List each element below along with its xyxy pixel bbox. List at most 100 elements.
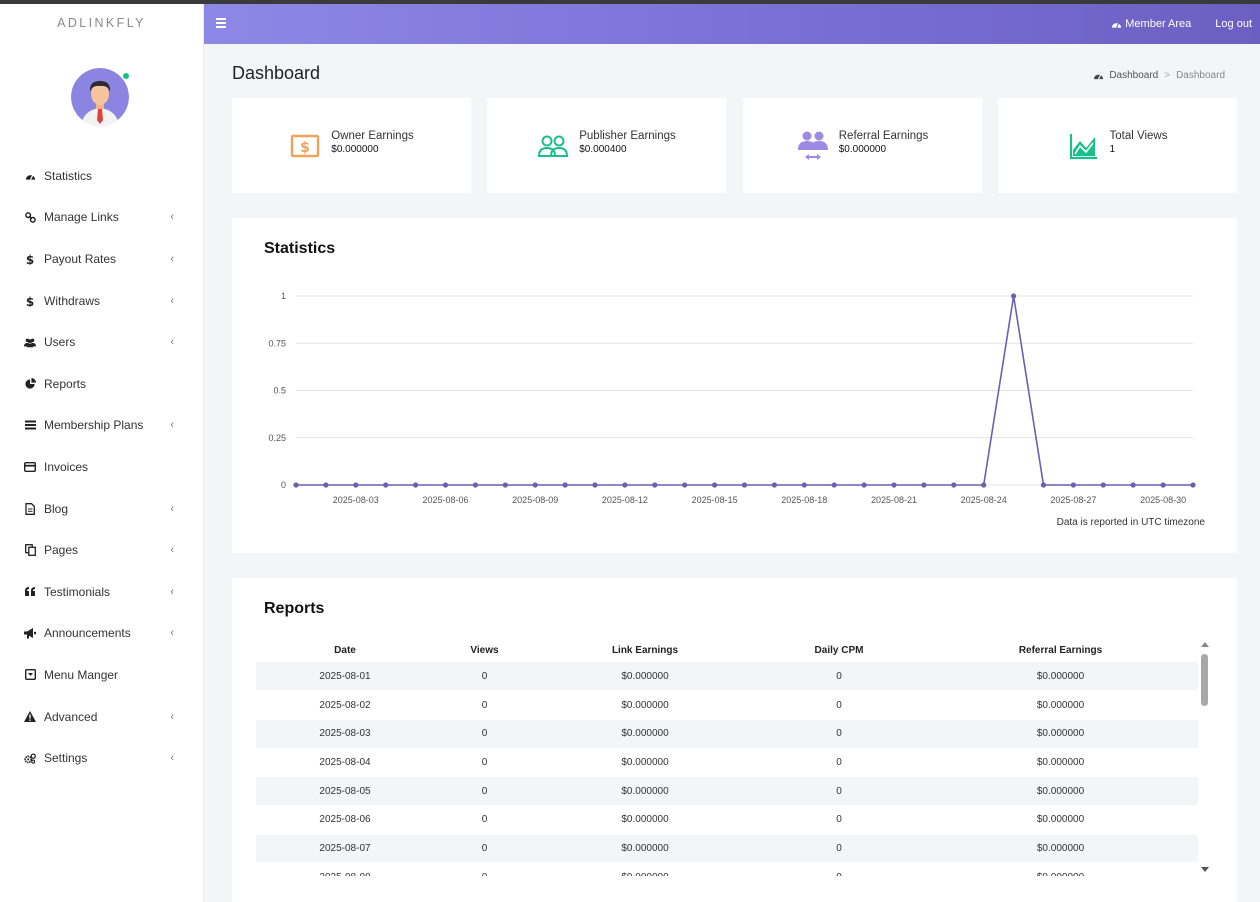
reports-card: Reports Date Views Link Earnings Daily C… bbox=[232, 578, 1237, 902]
stat-label: Referral Earnings bbox=[838, 130, 929, 142]
sidebar-item-invoices[interactable]: Invoices bbox=[0, 446, 204, 488]
sidebar-item-label: Advanced bbox=[44, 709, 98, 724]
cell-daily-cpm: 0 bbox=[755, 776, 923, 806]
data-point bbox=[353, 482, 359, 488]
cogs-icon bbox=[24, 752, 36, 764]
chevron-left-icon: ‹ bbox=[170, 752, 174, 765]
cell-link-earnings: $0.000000 bbox=[535, 662, 755, 692]
column-header-referral-earnings[interactable]: Referral Earnings bbox=[1018, 644, 1103, 656]
cell-date: 2025-08-06 bbox=[256, 805, 434, 835]
svg-text:$: $ bbox=[26, 253, 34, 265]
member-area-link[interactable]: Member Area bbox=[1111, 18, 1191, 30]
column-header-link-earnings[interactable]: Link Earnings bbox=[611, 644, 679, 656]
sidebar-item-statistics[interactable]: Statistics bbox=[0, 155, 204, 197]
logout-link[interactable]: Log out bbox=[1215, 18, 1252, 30]
data-point bbox=[293, 482, 299, 488]
scroll-down-arrow-icon[interactable] bbox=[1201, 867, 1209, 872]
sidebar-item-manage-links[interactable]: Manage Links ‹ bbox=[0, 197, 204, 239]
data-point bbox=[801, 482, 807, 488]
svg-text:$: $ bbox=[300, 140, 310, 156]
brand-logo[interactable]: ADLINKFLY bbox=[57, 16, 146, 30]
cell-link-earnings: $0.000000 bbox=[535, 862, 755, 876]
breadcrumb-link-dashboard[interactable]: Dashboard bbox=[1109, 70, 1159, 81]
pie-chart-icon bbox=[24, 378, 36, 390]
caret-square-icon bbox=[24, 669, 36, 681]
dollar-icon: $ bbox=[24, 253, 36, 265]
breadcrumb-separator: > bbox=[1164, 70, 1171, 81]
sidebar-item-settings[interactable]: Settings ‹ bbox=[0, 737, 204, 779]
sidebar-item-menu-manger[interactable]: Menu Manger bbox=[0, 654, 204, 696]
cell-daily-cpm: 0 bbox=[755, 719, 923, 749]
reports-table-body: 2025-08-01 0 $0.000000 0 $0.000000 2025-08-02… bbox=[256, 662, 1198, 876]
cell-date: 2025-08-01 bbox=[256, 662, 434, 692]
menu-toggle-button[interactable] bbox=[216, 18, 226, 28]
cell-referral-earnings: $0.000000 bbox=[923, 662, 1198, 692]
reports-scrollbar[interactable] bbox=[1200, 640, 1210, 872]
table-row: 2025-08-07 0 $0.000000 0 $0.000000 bbox=[256, 834, 1198, 864]
data-point bbox=[652, 482, 658, 488]
user-avatar-wrapper[interactable] bbox=[71, 68, 130, 126]
sidebar-item-pages[interactable]: Pages ‹ bbox=[0, 529, 204, 571]
x-tick-label: 2025-08-21 bbox=[871, 495, 917, 505]
column-header-daily-cpm[interactable]: Daily CPM bbox=[814, 644, 864, 656]
window-top-border bbox=[0, 0, 1260, 4]
statistics-title: Statistics bbox=[264, 240, 336, 257]
x-tick-label: 2025-08-24 bbox=[961, 495, 1007, 505]
cell-link-earnings: $0.000000 bbox=[535, 690, 755, 720]
scrollbar-thumb[interactable] bbox=[1201, 654, 1208, 706]
sidebar-item-label: Pages bbox=[44, 543, 79, 558]
reports-table-container[interactable]: Date Views Link Earnings Daily CPM Refer… bbox=[256, 638, 1198, 876]
table-row: 2025-08-03 0 $0.000000 0 $0.000000 bbox=[256, 719, 1198, 749]
cell-date: 2025-08-04 bbox=[256, 748, 434, 778]
scroll-up-arrow-icon[interactable] bbox=[1201, 642, 1209, 647]
page-title: Dashboard bbox=[232, 63, 321, 83]
stat-card-owner-earnings: $ Owner Earnings $0.000000 bbox=[232, 98, 471, 193]
cell-link-earnings: $0.000000 bbox=[535, 748, 755, 778]
area-chart-icon bbox=[1068, 130, 1100, 162]
statistics-card: Statistics 0 0.25 0.5 0.75 1 2025-08-03 2025-0… bbox=[232, 218, 1237, 553]
dollar-icon: $ bbox=[24, 295, 36, 307]
data-point bbox=[891, 482, 897, 488]
data-point bbox=[1190, 482, 1196, 488]
sidebar-item-label: Users bbox=[44, 335, 76, 350]
cell-daily-cpm: 0 bbox=[755, 662, 923, 692]
sidebar-item-reports[interactable]: Reports bbox=[0, 363, 204, 405]
data-point bbox=[532, 482, 538, 488]
sidebar-nav: Statistics Manage Links ‹ $ Payout Rates ‹ $ Wi… bbox=[0, 155, 204, 779]
x-tick-label: 2025-08-06 bbox=[422, 495, 468, 505]
table-row: 2025-08-04 0 $0.000000 0 $0.000000 bbox=[256, 748, 1198, 778]
cell-link-earnings: $0.000000 bbox=[535, 805, 755, 835]
table-row: 2025-08-06 0 $0.000000 0 $0.000000 bbox=[256, 805, 1198, 835]
sidebar-item-testimonials[interactable]: Testimonials ‹ bbox=[0, 571, 204, 613]
x-tick-label: 2025-08-15 bbox=[692, 495, 738, 505]
column-header-views[interactable]: Views bbox=[470, 644, 499, 656]
x-tick-label: 2025-08-09 bbox=[512, 495, 558, 505]
sidebar-item-membership-plans[interactable]: Membership Plans ‹ bbox=[0, 405, 204, 447]
data-point bbox=[981, 482, 987, 488]
sidebar-item-payout-rates[interactable]: $ Payout Rates ‹ bbox=[0, 238, 204, 280]
data-point bbox=[472, 482, 478, 488]
sidebar-item-blog[interactable]: Blog ‹ bbox=[0, 488, 204, 530]
y-tick-label: 0.25 bbox=[268, 433, 286, 443]
link-icon bbox=[24, 211, 36, 223]
sidebar-item-advanced[interactable]: Advanced ‹ bbox=[0, 696, 204, 738]
statistics-line-chart: 0 0.25 0.5 0.75 1 2025-08-03 2025-08-06 2025-08… bbox=[268, 291, 1196, 505]
data-point bbox=[1011, 293, 1017, 299]
y-tick-label: 0 bbox=[281, 480, 286, 490]
column-header-date[interactable]: Date bbox=[334, 644, 356, 656]
avatar[interactable] bbox=[71, 68, 129, 126]
stat-value: $0.000000 bbox=[331, 144, 379, 155]
cell-referral-earnings: $0.000000 bbox=[923, 748, 1198, 778]
y-tick-label: 0.75 bbox=[268, 338, 286, 348]
sidebar-item-users[interactable]: Users ‹ bbox=[0, 321, 204, 363]
timezone-note: Data is reported in UTC timezone bbox=[1056, 517, 1205, 528]
stat-value: $0.000400 bbox=[579, 144, 627, 155]
sidebar-item-announcements[interactable]: Announcements ‹ bbox=[0, 613, 204, 655]
sidebar-item-withdraws[interactable]: $ Withdraws ‹ bbox=[0, 280, 204, 322]
x-tick-label: 2025-08-30 bbox=[1140, 495, 1186, 505]
table-row: 2025-08-01 0 $0.000000 0 $0.000000 bbox=[256, 662, 1198, 692]
x-tick-label: 2025-08-18 bbox=[781, 495, 827, 505]
data-point bbox=[861, 482, 867, 488]
data-point bbox=[712, 482, 718, 488]
cell-date: 2025-08-08 bbox=[256, 862, 434, 876]
